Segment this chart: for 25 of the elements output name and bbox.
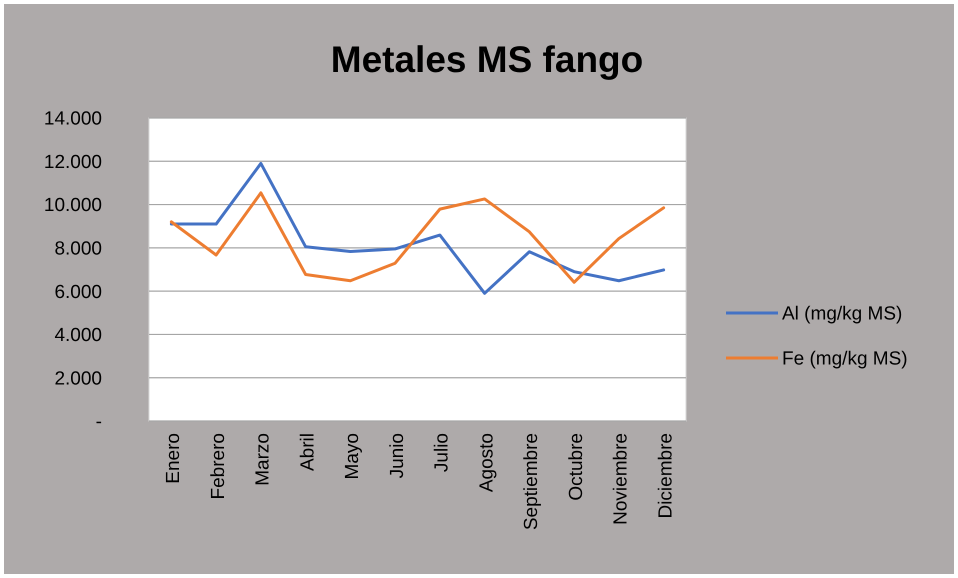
x-tick-label: Marzo — [252, 433, 274, 486]
y-tick-label: 8.000 — [54, 238, 102, 260]
y-tick-label: 6.000 — [54, 282, 102, 303]
x-tick-label: Septiembre — [521, 433, 542, 530]
x-tick-label: Octubre — [566, 433, 587, 501]
y-tick-label: 4.000 — [54, 325, 102, 346]
legend-label: Al (mg/kg MS) — [782, 304, 902, 325]
legend-label: Fe (mg/kg MS) — [782, 348, 908, 370]
x-tick-label: Abril — [297, 433, 318, 472]
x-tick-label: Julio — [432, 433, 453, 472]
x-tick-label: Febrero — [208, 433, 229, 500]
x-tick-label: Mayo — [342, 433, 364, 480]
line-series — [170, 191, 666, 284]
y-tick-label: 14.000 — [44, 108, 102, 130]
chart-title: Metales MS fango — [330, 39, 644, 80]
y-tick-label: - — [96, 412, 102, 433]
x-tick-label: Enero — [163, 433, 184, 484]
y-tick-label: 2.000 — [54, 368, 102, 390]
x-tick-label: Junio — [386, 433, 408, 478]
y-tick-label: 12.000 — [44, 152, 102, 173]
line-series — [170, 162, 666, 295]
y-tick-label: 10.000 — [44, 195, 102, 216]
x-tick-label: Agosto — [476, 433, 498, 492]
x-tick-label: Diciembre — [655, 433, 676, 519]
x-tick-label: Noviembre — [610, 433, 632, 525]
